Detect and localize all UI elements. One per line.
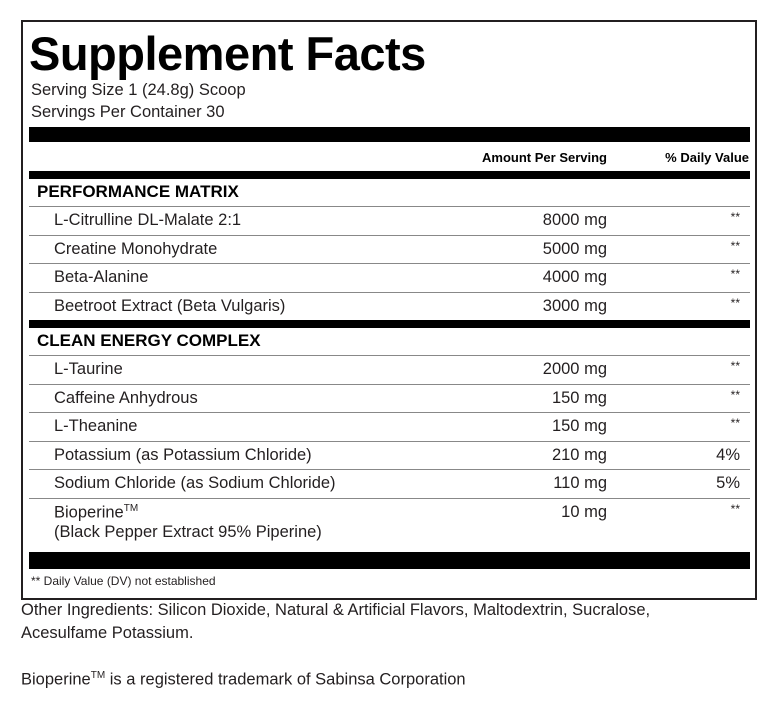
daily-value-header: % Daily Value xyxy=(665,150,749,165)
ingredient-amount: 8000 mg xyxy=(542,211,607,229)
trademark-text: is a registered trademark of Sabinsa Cor… xyxy=(105,670,466,689)
table-row: Potassium (as Potassium Chloride) 210 mg 4… xyxy=(29,440,750,470)
ingredient-amount: 210 mg xyxy=(551,445,607,464)
ingredient-name: Sodium Chloride (as Sodium Chloride) xyxy=(54,474,336,492)
other-ingredients-cont: Acesulfame Potassium. xyxy=(21,624,194,642)
ingredient-dv: ** xyxy=(730,295,740,310)
ingredient-dv: ** xyxy=(730,501,740,516)
ingredient-dv: ** xyxy=(730,210,740,224)
table-row: L-Citrulline DL-Malate 2:1 8000 mg ** xyxy=(29,206,750,235)
ingredient-name: BioperineTM xyxy=(54,503,138,523)
ingredient-amount: 5000 mg xyxy=(542,239,607,258)
table-row: Caffeine Anhydrous 150 mg ** xyxy=(29,383,750,413)
divider-bar xyxy=(29,552,750,569)
trademark-name: Bioperine xyxy=(21,670,91,689)
divider-bar xyxy=(29,320,750,328)
ingredient-dv: ** xyxy=(730,416,740,430)
servings-per-container: Servings Per Container 30 xyxy=(31,103,225,121)
ingredient-name: Creatine Monohydrate xyxy=(54,239,218,258)
serving-size: Serving Size 1 (24.8g) Scoop xyxy=(31,81,246,99)
ingredient-name: L-Theanine xyxy=(54,417,138,435)
ingredient-name: Beetroot Extract (Beta Vulgaris) xyxy=(54,296,286,315)
ingredient-amount: 110 mg xyxy=(553,474,607,492)
table-row: BioperineTM (Black Pepper Extract 95% Pi… xyxy=(29,497,750,549)
ingredient-amount: 4000 mg xyxy=(542,268,607,286)
ingredient-dv: ** xyxy=(730,387,740,402)
ingredient-amount: 150 mg xyxy=(551,417,607,435)
supplement-facts-panel: Supplement Facts Serving Size 1 (24.8g) … xyxy=(21,20,757,600)
table-row: L-Taurine 2000 mg ** xyxy=(29,355,750,384)
table-row: L-Theanine 150 mg ** xyxy=(29,412,750,441)
divider-bar xyxy=(29,127,750,142)
divider-bar xyxy=(29,171,750,179)
ingredient-subname: (Black Pepper Extract 95% Piperine) xyxy=(54,522,322,541)
ingredient-name: L-Citrulline DL-Malate 2:1 xyxy=(54,211,242,229)
ingredient-name: Caffeine Anhydrous xyxy=(54,388,198,407)
ingredient-name: L-Taurine xyxy=(54,360,123,378)
panel-title: Supplement Facts xyxy=(29,27,426,80)
ingredient-dv: ** xyxy=(730,238,740,253)
section-title: PERFORMANCE MATRIX xyxy=(37,182,239,201)
ingredient-dv: ** xyxy=(730,359,740,373)
trademark-symbol: TM xyxy=(90,670,106,681)
ingredient-name: Beta-Alanine xyxy=(54,268,149,286)
ingredient-dv: ** xyxy=(730,267,740,281)
other-ingredients: Other Ingredients: Silicon Dioxide, Natu… xyxy=(21,601,651,619)
amount-header: Amount Per Serving xyxy=(482,150,607,165)
table-row: Beetroot Extract (Beta Vulgaris) 3000 mg *… xyxy=(29,291,750,321)
ingredient-name: Potassium (as Potassium Chloride) xyxy=(54,445,312,464)
table-row: Creatine Monohydrate 5000 mg ** xyxy=(29,234,750,264)
table-row: Beta-Alanine 4000 mg ** xyxy=(29,263,750,292)
ingredient-dv: 5% xyxy=(716,474,740,492)
section-title: CLEAN ENERGY COMPLEX xyxy=(37,331,261,350)
ingredient-dv: 4% xyxy=(716,445,740,464)
ingredient-amount: 150 mg xyxy=(551,388,607,407)
ingredient-amount: 3000 mg xyxy=(542,296,607,315)
trademark-note: BioperineTM is a registered trademark of… xyxy=(21,670,466,690)
trademark-symbol: TM xyxy=(123,502,139,514)
ingredient-amount: 2000 mg xyxy=(542,360,607,378)
table-row: Sodium Chloride (as Sodium Chloride) 110 … xyxy=(29,469,750,498)
bioperine-label: Bioperine xyxy=(54,503,124,521)
footnote: ** Daily Value (DV) not established xyxy=(31,574,216,588)
ingredient-amount: 10 mg xyxy=(561,502,607,521)
